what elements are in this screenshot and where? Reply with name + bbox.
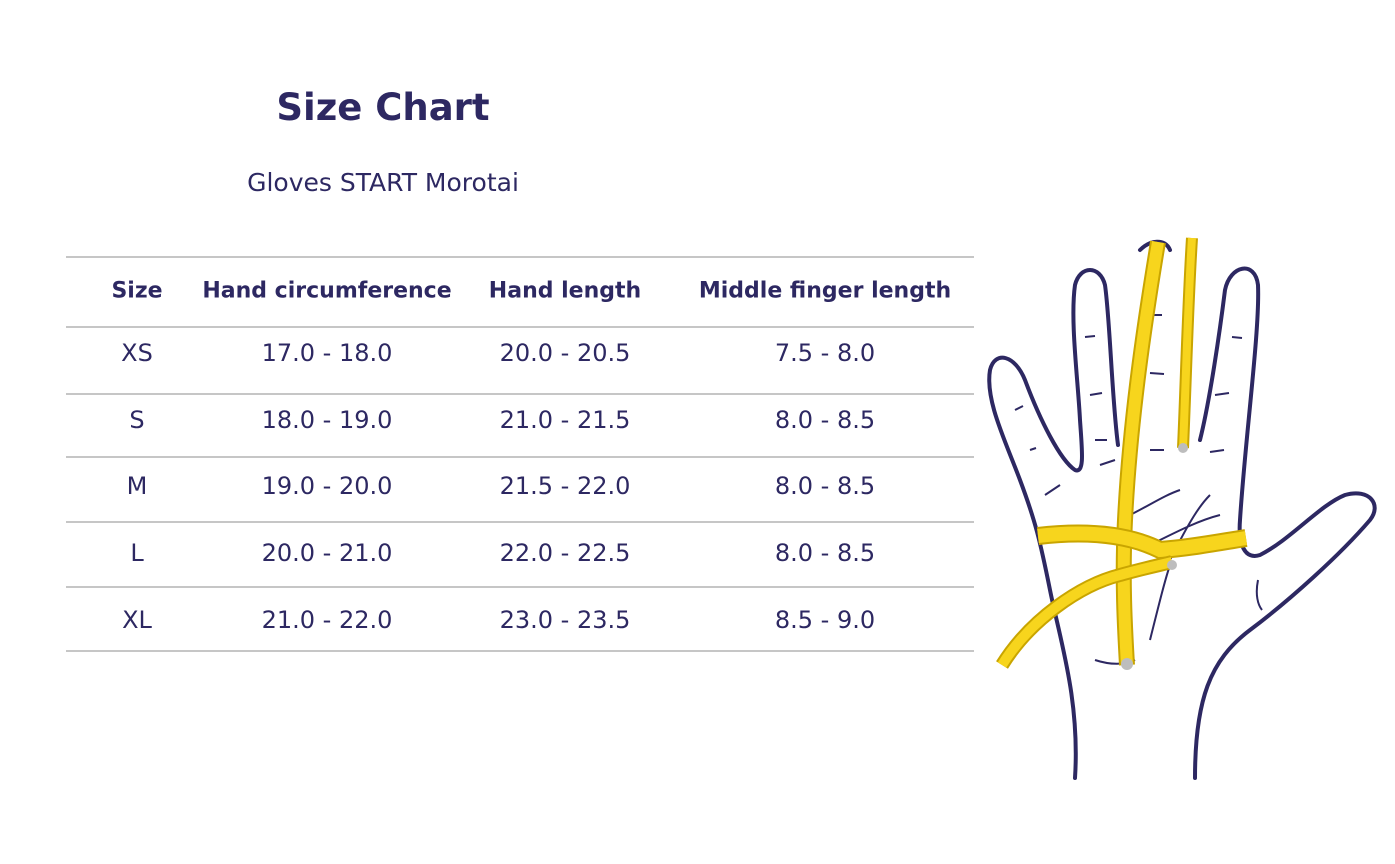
subtitle: Gloves START Morotai [247,168,519,197]
row-divider [66,393,974,395]
table-cell: XS [121,339,153,367]
table-cell: L [130,539,144,567]
title: Size Chart [276,86,490,129]
column-header: Hand circumference [202,278,452,304]
table-cell: 8.0 - 8.5 [774,406,876,434]
table-cell: 20.0 - 20.5 [499,339,631,367]
table-cell: 8.0 - 8.5 [774,472,876,500]
row-divider [66,586,974,588]
table-cell: 7.5 - 8.0 [774,339,876,367]
table-cell: 21.5 - 22.0 [499,472,631,500]
table-cell: M [126,472,148,500]
table-cell: 19.0 - 20.0 [261,472,393,500]
table-cell: 21.0 - 22.0 [261,606,393,634]
table-cell: 18.0 - 19.0 [261,406,393,434]
table-cell: 21.0 - 21.5 [499,406,631,434]
row-divider [66,456,974,458]
row-divider [66,650,974,652]
table-cell: S [129,406,145,434]
row-divider [66,256,974,258]
column-header: Middle finger length [698,278,952,304]
table-cell: 22.0 - 22.5 [499,539,631,567]
table-cell: 17.0 - 18.0 [261,339,393,367]
table-cell: 20.0 - 21.0 [261,539,393,567]
column-header: Size [111,278,163,304]
table-cell: 8.0 - 8.5 [774,539,876,567]
column-header: Hand length [488,278,642,304]
table-cell: XL [122,606,152,634]
row-divider [66,521,974,523]
row-divider [66,326,974,328]
table-cell: 8.5 - 9.0 [774,606,876,634]
table-cell: 23.0 - 23.5 [499,606,631,634]
